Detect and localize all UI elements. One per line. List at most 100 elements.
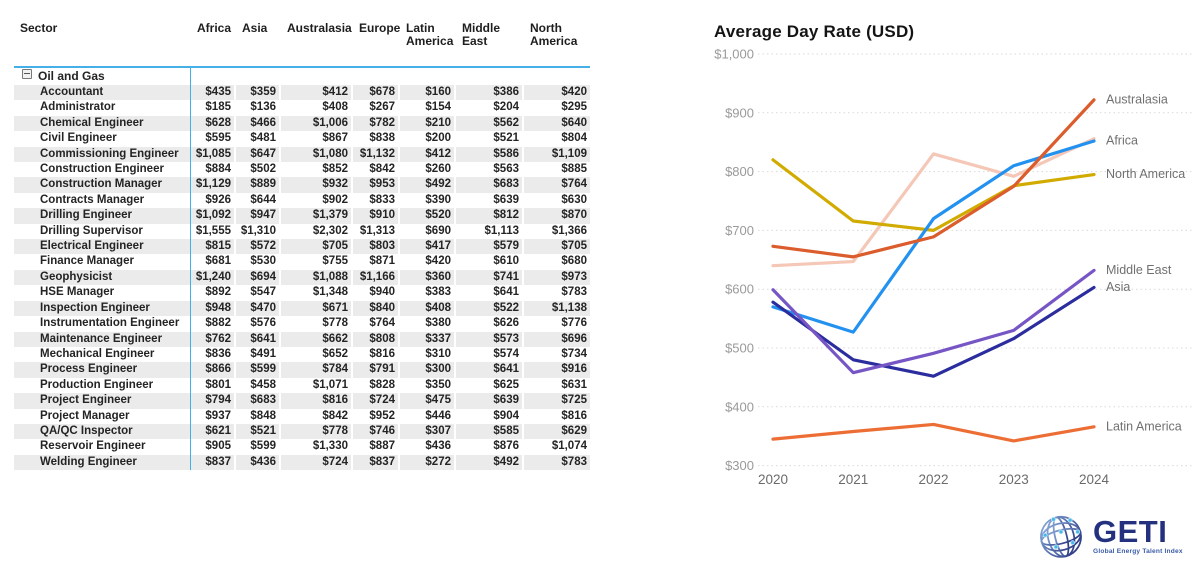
rate-cell: $436 [400, 439, 456, 455]
row-label: QA/QC Inspector [14, 423, 191, 440]
column-header-sector[interactable]: Sector [14, 20, 191, 68]
table-row-construction-manager[interactable]: Construction Manager $1,129 $889 $932 $953 $4… [14, 177, 590, 193]
column-header-north-america[interactable]: North America [524, 20, 590, 68]
series-line-north-america[interactable] [771, 158, 1096, 232]
row-label: Drilling Engineer [14, 208, 191, 224]
rate-cell: $671 [281, 300, 353, 317]
table-row-drilling-engineer[interactable]: Drilling Engineer $1,092 $947 $1,379 $910 $52… [14, 208, 590, 224]
table-row-instrumentation-engineer[interactable]: Instrumentation Engineer $882 $576 $778 $764… [14, 316, 590, 332]
row-label: Instrumentation Engineer [14, 316, 191, 332]
row-label: Production Engineer [14, 377, 191, 394]
column-header-europe[interactable]: Europe [353, 20, 400, 68]
table-row-maintenance-engineer[interactable]: Maintenance Engineer $762 $641 $662 $808 $337… [14, 331, 590, 347]
table-row-electrical-engineer[interactable]: Electrical Engineer $815 $572 $705 $803 $417 $… [14, 239, 590, 255]
rate-cell: $210 [400, 115, 456, 132]
rate-cell: $932 [281, 177, 353, 193]
table-row-reservoir-engineer[interactable]: Reservoir Engineer $905 $599 $1,330 $887 $436… [14, 439, 590, 455]
series-line-latin-america[interactable] [771, 422, 1096, 443]
rate-cell: $521 [236, 423, 281, 440]
x-tick-label-2020: 2020 [758, 472, 788, 487]
column-header-asia[interactable]: Asia [236, 20, 281, 68]
table-row-construction-engineer[interactable]: Construction Engineer $884 $502 $852 $842 $26… [14, 162, 590, 178]
rate-cell: $778 [281, 423, 353, 440]
rate-cell: $905 [191, 439, 236, 455]
row-label: Process Engineer [14, 362, 191, 378]
rate-cell: $816 [281, 393, 353, 409]
rate-cell: $1,379 [281, 208, 353, 224]
rate-cell: $816 [561, 409, 587, 422]
rate-cell: $1,129 [191, 177, 236, 193]
table-row-qa-qc-inspector[interactable]: QA/QC Inspector $621 $521 $778 $746 $307 $585 $… [14, 423, 590, 440]
table-row-administrator[interactable]: Administrator $185 $136 $408 $267 $154 $204 $29… [14, 100, 590, 116]
rate-cell: $803 [353, 239, 400, 255]
table-row-project-engineer[interactable]: Project Engineer $794 $683 $816 $724 $475 $639… [14, 393, 590, 409]
rate-cell: $586 [456, 146, 524, 163]
table-row-civil-engineer[interactable]: Civil Engineer $595 $481 $867 $838 $200 $521 $8… [14, 131, 590, 147]
row-label: Project Manager [14, 408, 191, 424]
rate-cell: $380 [400, 316, 456, 332]
table-row-inspection-engineer[interactable]: Inspection Engineer $948 $470 $671 $840 $408 $… [14, 300, 590, 317]
group-cell: Oil and Gas [14, 68, 191, 85]
series-line-australasia[interactable] [771, 98, 1096, 259]
rate-cell: $828 [353, 377, 400, 394]
rate-cell: $599 [236, 439, 281, 455]
rate-cell: $573 [456, 331, 524, 347]
rate-cell: $154 [400, 100, 456, 116]
rate-cell: $892 [191, 285, 236, 301]
table-row-project-manager[interactable]: Project Manager $937 $848 $842 $952 $446 $904 $… [14, 408, 590, 424]
table-row-welding-engineer[interactable]: Welding Engineer $837 $436 $724 $837 $272 $492… [14, 454, 590, 471]
group-row-oil-and-gas[interactable]: Oil and Gas [14, 68, 590, 85]
table-row-chemical-engineer[interactable]: Chemical Engineer $628 $466 $1,006 $782 $210 $… [14, 115, 590, 132]
rate-cell: $420 [400, 254, 456, 270]
rate-cell: $435 [191, 85, 236, 101]
y-tick-label: $300 [725, 458, 754, 473]
rate-cell: $1,555 [191, 223, 236, 240]
series-line-middle-east[interactable] [771, 268, 1096, 375]
column-header-africa[interactable]: Africa [191, 20, 236, 68]
rate-cell: $678 [353, 85, 400, 101]
table-row-geophysicist[interactable]: Geophysicist $1,240 $694 $1,088 $1,166 $360 $7… [14, 269, 590, 286]
day-rate-table: Sector Africa Asia Australasia Europe Latin A… [14, 20, 590, 471]
column-header-middle-east[interactable]: Middle East [456, 20, 524, 68]
table-row-accountant[interactable]: Accountant $435 $359 $412 $678 $160 $386 $420 [14, 85, 590, 101]
rate-cell: $640 [524, 115, 590, 132]
rate-cell: $625 [456, 377, 524, 394]
rate-cell: $350 [400, 377, 456, 394]
rate-cell: $1,092 [191, 208, 236, 224]
column-header-australasia[interactable]: Australasia [281, 20, 353, 68]
table-row-mechanical-engineer[interactable]: Mechanical Engineer $836 $491 $652 $816 $310 $… [14, 346, 590, 363]
table-row-commissioning-engineer[interactable]: Commissioning Engineer $1,085 $647 $1,080 $1… [14, 146, 590, 163]
table-row-hse-manager[interactable]: HSE Manager $892 $547 $1,348 $940 $383 $641 $78… [14, 285, 590, 301]
rate-cell: $889 [236, 177, 281, 193]
column-header-latin-america[interactable]: Latin America [400, 20, 456, 68]
table-row-drilling-supervisor[interactable]: Drilling Supervisor $1,555 $1,310 $2,302 $1,… [14, 223, 590, 240]
series-line-europe[interactable] [771, 137, 1096, 268]
rate-cell: $705 [524, 239, 590, 255]
rate-cell: $647 [236, 146, 281, 163]
table-row-process-engineer[interactable]: Process Engineer $866 $599 $784 $791 $300 $641… [14, 362, 590, 378]
x-tick-label-2023: 2023 [999, 472, 1029, 487]
rate-cell: $1,080 [281, 146, 353, 163]
rate-cell: $1,166 [353, 269, 400, 286]
rate-cell: $902 [281, 192, 353, 209]
rate-cell: $481 [236, 131, 281, 147]
table-row-contracts-manager[interactable]: Contracts Manager $926 $644 $902 $833 $390 $63… [14, 192, 590, 209]
rate-cell: $840 [353, 300, 400, 317]
collapse-minus-icon[interactable] [22, 69, 32, 79]
rate-cell: $641 [456, 362, 524, 378]
rate-cell: $1,071 [281, 377, 353, 394]
rate-cell: $755 [281, 254, 353, 270]
rate-cell: $876 [456, 439, 524, 455]
series-line-asia[interactable] [771, 285, 1096, 378]
rate-cell: $690 [400, 223, 456, 240]
rate-cell: $1,113 [456, 223, 524, 240]
rate-cell: $1,330 [281, 439, 353, 455]
rate-cell: $782 [353, 115, 400, 132]
rate-cell: $910 [353, 208, 400, 224]
rate-cell: $776 [561, 317, 587, 330]
rate-cell: $475 [400, 393, 456, 409]
table-row-finance-manager[interactable]: Finance Manager $681 $530 $755 $871 $420 $610 $… [14, 254, 590, 270]
rate-cell: $390 [400, 192, 456, 209]
rate-cell: $641 [456, 285, 524, 301]
table-row-production-engineer[interactable]: Production Engineer $801 $458 $1,071 $828 $35… [14, 377, 590, 394]
